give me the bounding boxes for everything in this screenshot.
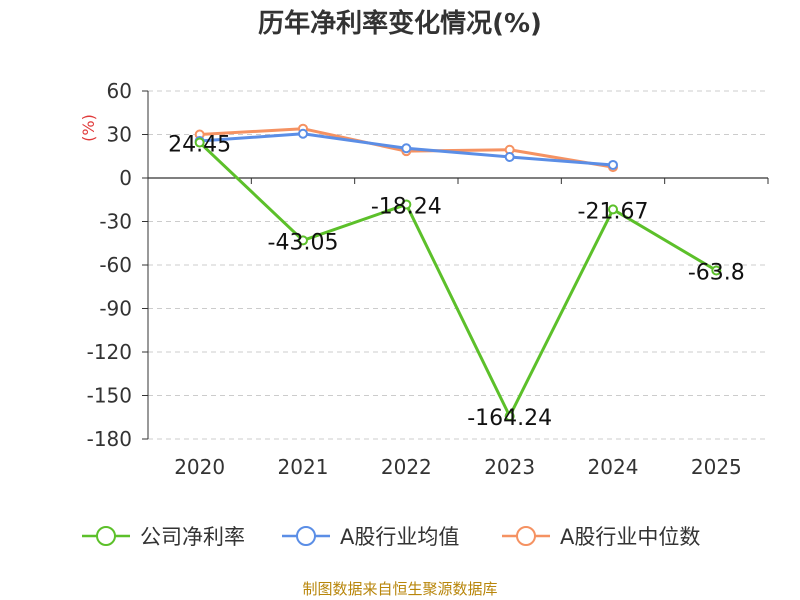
y-tick-label: -180 bbox=[87, 427, 132, 451]
legend: 公司净利率 A股行业均值 A股行业中位数 bbox=[82, 525, 700, 549]
y-tick-label: 0 bbox=[119, 166, 132, 190]
x-tick-label: 2025 bbox=[691, 455, 742, 479]
x-tick-label: 2021 bbox=[278, 455, 329, 479]
x-tick-label: 2020 bbox=[174, 455, 225, 479]
x-tick-label: 2023 bbox=[484, 455, 535, 479]
chart-title: 历年净利率变化情况(%) bbox=[258, 9, 542, 39]
legend-label: 公司净利率 bbox=[140, 525, 245, 549]
y-tick-label: -90 bbox=[99, 297, 132, 321]
legend-marker bbox=[296, 526, 316, 546]
grid-lines bbox=[148, 90, 768, 440]
data-label: -164.24 bbox=[467, 406, 552, 431]
data-point bbox=[504, 411, 515, 422]
data-source-note: 制图数据来自恒生聚源数据库 bbox=[302, 580, 498, 598]
data-point bbox=[608, 159, 618, 170]
data-point bbox=[711, 265, 722, 276]
y-tick-label: -30 bbox=[99, 210, 132, 234]
data-point bbox=[504, 151, 515, 162]
data-point bbox=[298, 235, 308, 246]
x-tick-label: 2024 bbox=[588, 455, 639, 479]
data-label: -63.8 bbox=[688, 261, 745, 286]
y-tick-label: -150 bbox=[87, 384, 132, 408]
data-label: 24.45 bbox=[168, 133, 231, 158]
y-tick-label: 60 bbox=[107, 79, 132, 103]
y-tick-label: 30 bbox=[107, 123, 132, 147]
legend-marker bbox=[96, 526, 116, 546]
data-labels: 24.45 -43.05 -18.24 -164.24 -21.67 -63.8 bbox=[168, 133, 745, 432]
series-lines bbox=[194, 123, 722, 422]
series-line-0 bbox=[198, 141, 718, 418]
y-axis-label: (%) bbox=[79, 114, 98, 142]
data-point bbox=[194, 137, 205, 148]
data-label: -18.24 bbox=[371, 194, 442, 219]
data-point bbox=[298, 128, 308, 139]
data-label: -43.05 bbox=[268, 230, 339, 255]
data-point bbox=[608, 204, 618, 215]
y-tick-label: -60 bbox=[99, 253, 132, 277]
axes: 60 30 0 -30 -60 -90 -120 -150 -180 2020 2021 2022 20… bbox=[79, 79, 769, 479]
data-point bbox=[401, 199, 412, 210]
data-point bbox=[401, 143, 412, 154]
y-tick-label: -120 bbox=[87, 340, 132, 364]
legend-marker bbox=[516, 526, 536, 546]
legend-label: A股行业中位数 bbox=[560, 525, 700, 549]
x-tick-label: 2022 bbox=[381, 455, 432, 479]
data-label: -21.67 bbox=[578, 199, 649, 224]
legend-label: A股行业均值 bbox=[340, 525, 459, 549]
